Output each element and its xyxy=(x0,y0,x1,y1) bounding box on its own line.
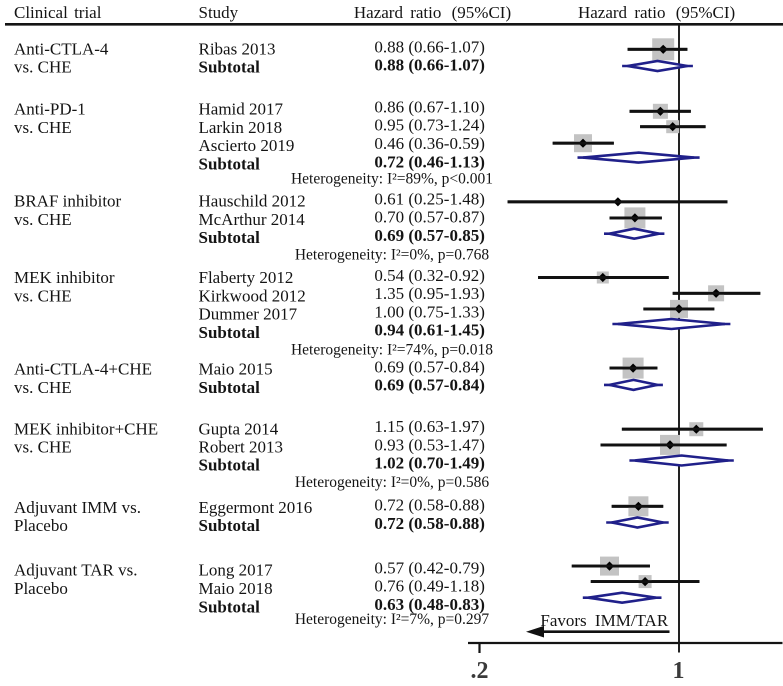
svg-text:0.54 (0.32-0.92): 0.54 (0.32-0.92) xyxy=(374,266,484,285)
svg-text:Larkin 2018: Larkin 2018 xyxy=(199,118,283,137)
svg-text:vs. CHE: vs. CHE xyxy=(14,58,72,77)
svg-text:vs. CHE: vs. CHE xyxy=(14,378,72,397)
svg-text:Long 2017: Long 2017 xyxy=(199,561,274,580)
svg-text:Hauschild 2012: Hauschild 2012 xyxy=(199,192,306,211)
svg-text:BRAF inhibitor: BRAF inhibitor xyxy=(14,192,122,211)
svg-text:0.61 (0.25-1.48): 0.61 (0.25-1.48) xyxy=(374,189,484,208)
svg-text:Anti-PD-1: Anti-PD-1 xyxy=(14,100,86,119)
svg-text:MEK inhibitor: MEK inhibitor xyxy=(14,268,115,287)
svg-text:1: 1 xyxy=(673,658,685,684)
svg-text:0.69 (0.57-0.84): 0.69 (0.57-0.84) xyxy=(374,376,484,395)
svg-text:0.94 (0.61-1.45): 0.94 (0.61-1.45) xyxy=(374,321,484,340)
svg-text:Adjuvant TAR vs.: Adjuvant TAR vs. xyxy=(14,561,137,580)
svg-text:Subtotal: Subtotal xyxy=(199,597,261,616)
svg-text:1.00 (0.75-1.33): 1.00 (0.75-1.33) xyxy=(374,302,484,321)
svg-text:vs. CHE: vs. CHE xyxy=(14,210,72,229)
svg-text:Clinical trial: Clinical trial xyxy=(14,3,102,22)
svg-text:McArthur 2014: McArthur 2014 xyxy=(199,210,306,229)
svg-text:Eggermont 2016: Eggermont 2016 xyxy=(199,498,313,517)
svg-text:0.76 (0.49-1.18): 0.76 (0.49-1.18) xyxy=(374,577,484,596)
svg-text:Gupta 2014: Gupta 2014 xyxy=(199,419,279,438)
svg-text:Study: Study xyxy=(199,3,239,22)
svg-text:Heterogeneity: I²=0%, p=0.586: Heterogeneity: I²=0%, p=0.586 xyxy=(295,474,490,491)
svg-text:Hazard ratio (95%CI): Hazard ratio (95%CI) xyxy=(578,3,735,22)
svg-text:0.93 (0.53-1.47): 0.93 (0.53-1.47) xyxy=(374,435,484,454)
svg-text:Ribas 2013: Ribas 2013 xyxy=(199,40,276,59)
svg-text:Heterogeneity: I²=74%, p=0.018: Heterogeneity: I²=74%, p=0.018 xyxy=(291,342,493,359)
svg-text:0.95 (0.73-1.24): 0.95 (0.73-1.24) xyxy=(374,116,484,135)
svg-text:Maio 2015: Maio 2015 xyxy=(199,360,273,379)
svg-text:Placebo: Placebo xyxy=(14,516,68,535)
svg-text:Subtotal: Subtotal xyxy=(199,155,261,174)
svg-text:Subtotal: Subtotal xyxy=(199,323,261,342)
svg-text:0.88 (0.66-1.07): 0.88 (0.66-1.07) xyxy=(374,55,484,74)
svg-text:0.72 (0.58-0.88): 0.72 (0.58-0.88) xyxy=(374,496,484,515)
svg-text:Heterogeneity: I²=89%, p<0.001: Heterogeneity: I²=89%, p<0.001 xyxy=(291,171,493,188)
svg-text:vs. CHE: vs. CHE xyxy=(14,438,72,457)
svg-text:0.46 (0.36-0.59): 0.46 (0.36-0.59) xyxy=(374,134,484,153)
svg-text:Flaberty 2012: Flaberty 2012 xyxy=(199,268,294,287)
svg-text:MEK inhibitor+CHE: MEK inhibitor+CHE xyxy=(14,419,158,438)
svg-text:vs. CHE: vs. CHE xyxy=(14,286,72,305)
svg-text:1.35 (0.95-1.93): 1.35 (0.95-1.93) xyxy=(374,284,484,303)
svg-text:Heterogeneity: I²=0%, p=0.768: Heterogeneity: I²=0%, p=0.768 xyxy=(295,247,490,264)
svg-text:Robert 2013: Robert 2013 xyxy=(199,438,284,457)
svg-text:0.70 (0.57-0.87): 0.70 (0.57-0.87) xyxy=(374,208,484,227)
svg-text:Subtotal: Subtotal xyxy=(199,58,261,77)
svg-text:Subtotal: Subtotal xyxy=(199,516,261,535)
svg-text:1.02 (0.70-1.49): 1.02 (0.70-1.49) xyxy=(374,453,484,472)
svg-text:Anti-CTLA-4+CHE: Anti-CTLA-4+CHE xyxy=(14,360,152,379)
svg-text:vs. CHE: vs. CHE xyxy=(14,118,72,137)
svg-text:Subtotal: Subtotal xyxy=(199,456,261,475)
svg-text:Subtotal: Subtotal xyxy=(199,228,261,247)
svg-text:.2: .2 xyxy=(471,658,489,684)
svg-text:Anti-CTLA-4: Anti-CTLA-4 xyxy=(14,40,109,59)
svg-text:Hazard ratio (95%CI): Hazard ratio (95%CI) xyxy=(354,3,511,22)
svg-text:Ascierto 2019: Ascierto 2019 xyxy=(199,136,295,155)
svg-text:0.72 (0.58-0.88): 0.72 (0.58-0.88) xyxy=(374,514,484,533)
svg-text:0.69 (0.57-0.84): 0.69 (0.57-0.84) xyxy=(374,357,484,376)
svg-text:0.69 (0.57-0.85): 0.69 (0.57-0.85) xyxy=(374,226,484,245)
svg-text:0.72 (0.46-1.13): 0.72 (0.46-1.13) xyxy=(374,152,484,171)
svg-text:Hamid 2017: Hamid 2017 xyxy=(199,100,284,119)
svg-text:0.88 (0.66-1.07): 0.88 (0.66-1.07) xyxy=(374,37,484,56)
svg-text:Dummer 2017: Dummer 2017 xyxy=(199,305,298,324)
svg-text:1.15 (0.63-1.97): 1.15 (0.63-1.97) xyxy=(374,417,484,436)
svg-text:Maio 2018: Maio 2018 xyxy=(199,579,273,598)
svg-text:Kirkwood 2012: Kirkwood 2012 xyxy=(199,286,306,305)
svg-text:0.86 (0.67-1.10): 0.86 (0.67-1.10) xyxy=(374,97,484,116)
svg-text:Heterogeneity: I²=7%, p=0.297: Heterogeneity: I²=7%, p=0.297 xyxy=(295,611,490,628)
svg-text:Favors IMM/TAR: Favors IMM/TAR xyxy=(540,611,668,630)
svg-text:Placebo: Placebo xyxy=(14,579,68,598)
svg-text:0.57 (0.42-0.79): 0.57 (0.42-0.79) xyxy=(374,558,484,577)
svg-text:Adjuvant IMM vs.: Adjuvant IMM vs. xyxy=(14,498,141,517)
svg-text:0.63 (0.48-0.83): 0.63 (0.48-0.83) xyxy=(374,595,484,614)
svg-text:Subtotal: Subtotal xyxy=(199,378,261,397)
